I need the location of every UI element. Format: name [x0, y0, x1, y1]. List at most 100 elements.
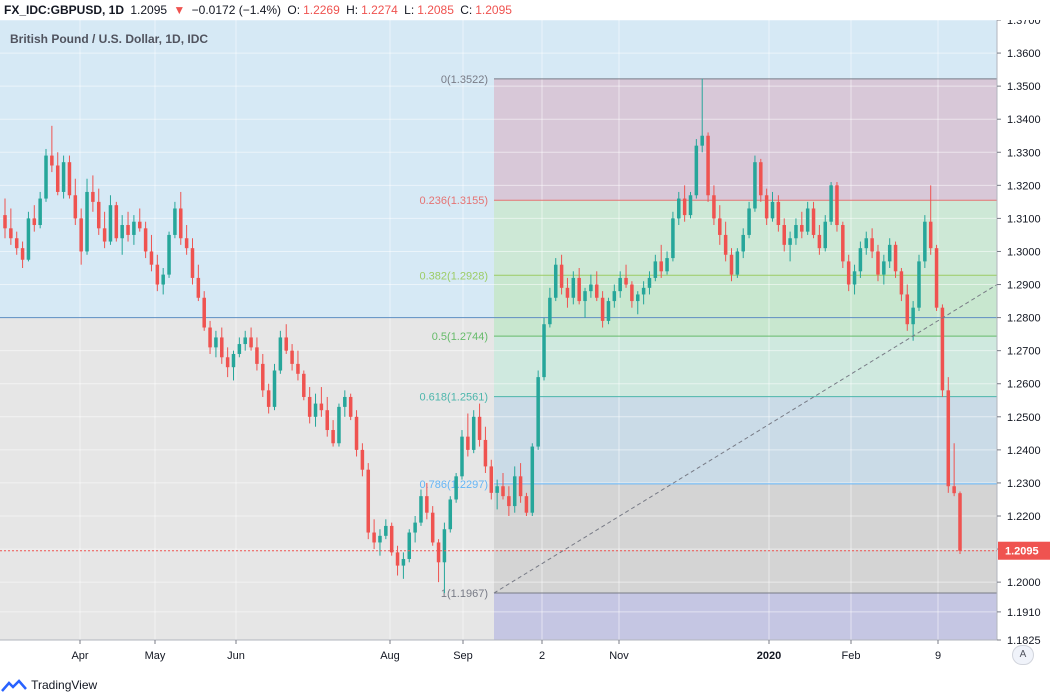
- low-value: 1.2085: [417, 3, 454, 17]
- candle-body: [817, 234, 822, 249]
- candle-body: [928, 221, 933, 249]
- candle-body: [296, 363, 300, 374]
- candle-body: [354, 416, 359, 450]
- auto-scale-button[interactable]: A: [1012, 645, 1034, 665]
- brand-label: TradingView: [31, 678, 98, 692]
- y-tick-label: 1.2200: [1007, 511, 1041, 523]
- candle-body: [723, 234, 728, 255]
- candle-body: [893, 244, 898, 272]
- symbol-header: FX_IDC:GBPUSD, 1D 1.2095 ▼ −0.0172 (−1.4…: [0, 0, 1050, 20]
- candle-body: [811, 208, 816, 235]
- candle-body: [231, 353, 236, 368]
- candle-body: [67, 162, 72, 196]
- time-axis-bg: [0, 641, 997, 673]
- candle-body: [882, 261, 886, 275]
- candle-body: [190, 248, 195, 278]
- fib-zone: [494, 396, 997, 484]
- candle-body: [559, 264, 564, 288]
- candle-body: [79, 218, 83, 252]
- footer: TradingView: [0, 674, 97, 697]
- candle-body: [677, 198, 681, 219]
- candle-body: [917, 261, 921, 308]
- fib-level-label: 0.382(1.2928): [420, 270, 489, 282]
- current-price-label: 1.2095: [1005, 546, 1039, 558]
- y-tick-label: 1.1825: [1007, 635, 1041, 647]
- candle-body: [741, 234, 745, 252]
- x-tick-label: 9: [935, 650, 941, 662]
- candle-body: [583, 291, 587, 302]
- candle-body: [671, 218, 675, 259]
- candle-body: [887, 244, 892, 262]
- candle-body: [372, 532, 376, 543]
- x-tick-label: Aug: [380, 650, 400, 662]
- symbol-label[interactable]: FX_IDC:GBPUSD, 1D: [4, 3, 125, 17]
- y-tick-label: 1.3000: [1007, 246, 1041, 258]
- candle-body: [96, 201, 101, 229]
- candle-body: [846, 261, 851, 285]
- candle-body: [706, 135, 710, 196]
- y-tick-label: 1.2500: [1007, 412, 1041, 424]
- last-price: 1.2095: [130, 3, 168, 17]
- candle-body: [132, 221, 136, 235]
- candle-body: [208, 327, 212, 348]
- fib-level-label: 0.786(1.2297): [420, 479, 489, 491]
- candle-body: [173, 208, 177, 235]
- candle-body: [20, 248, 25, 260]
- candle-body: [55, 165, 60, 192]
- candle-body: [747, 208, 751, 235]
- candle-body: [214, 337, 218, 348]
- candle-body: [594, 284, 599, 298]
- candle-body: [3, 215, 7, 229]
- price-chart[interactable]: 0(1.3522) 0.236(1.3155) 0.382(1.2928) 0.5(1…: [0, 20, 1050, 673]
- candle-body: [343, 396, 347, 407]
- candle-body: [923, 221, 927, 262]
- candle-body: [38, 198, 42, 226]
- fib-level-label: 0.5(1.2744): [432, 331, 488, 343]
- candle-body: [852, 271, 857, 285]
- candle-body: [735, 251, 740, 275]
- candle-body: [120, 225, 124, 239]
- chart-title: British Pound / U.S. Dollar, 1D, IDC: [10, 32, 208, 46]
- candle-body: [9, 228, 13, 239]
- candle-body: [788, 238, 792, 245]
- y-tick-label: 1.3400: [1007, 114, 1041, 126]
- open-label: O:: [287, 3, 301, 17]
- y-tick-label: 1.3200: [1007, 180, 1041, 192]
- candle-body: [389, 525, 394, 553]
- candle-body: [284, 337, 288, 351]
- candle-body: [612, 291, 617, 302]
- y-tick-label: 1.3600: [1007, 48, 1041, 60]
- candle-body: [26, 218, 31, 260]
- candle-body: [618, 277, 622, 292]
- fib-zone: [494, 336, 997, 397]
- candle-body: [940, 307, 945, 391]
- candle-body: [102, 228, 107, 242]
- y-tick-label: 1.2400: [1007, 445, 1041, 457]
- low-label: L:: [404, 3, 415, 17]
- candle-body: [876, 251, 880, 275]
- candle-body: [126, 225, 130, 235]
- candle-body: [507, 496, 511, 507]
- candle-body: [44, 155, 48, 199]
- y-tick-label: 1.1910: [1007, 607, 1041, 619]
- candle-body: [530, 446, 535, 513]
- candle-body: [196, 277, 201, 298]
- candle-body: [85, 191, 89, 252]
- candle-body: [958, 493, 962, 551]
- candle-body: [729, 254, 734, 275]
- open-value: 1.2269: [303, 3, 340, 17]
- candle-body: [682, 198, 687, 216]
- candle-body: [366, 469, 371, 533]
- fib-level-label: 0.236(1.3155): [420, 195, 489, 207]
- candle-body: [483, 439, 488, 467]
- candle-body: [430, 512, 435, 543]
- candle-body: [589, 284, 593, 292]
- candle-body: [805, 208, 810, 232]
- candle-body: [448, 499, 453, 530]
- x-tick-label: Feb: [842, 650, 861, 662]
- candle-body: [325, 410, 329, 431]
- candle-body: [653, 261, 658, 278]
- candle-body: [835, 185, 839, 226]
- candle-body: [548, 297, 552, 325]
- high-label: H:: [346, 3, 359, 17]
